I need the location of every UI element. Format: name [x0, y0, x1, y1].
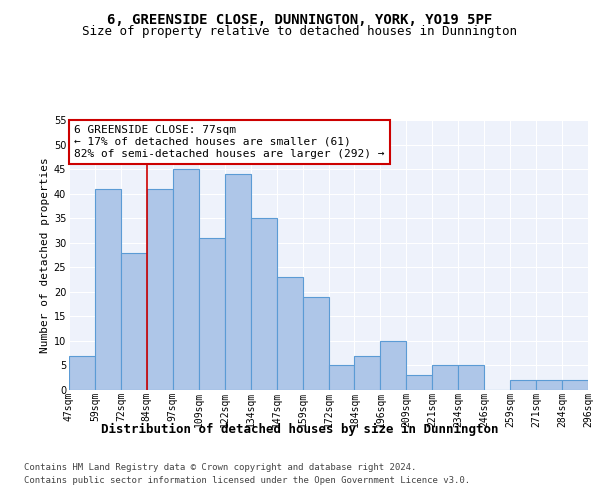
Bar	[510, 380, 536, 390]
Text: 6, GREENSIDE CLOSE, DUNNINGTON, YORK, YO19 5PF: 6, GREENSIDE CLOSE, DUNNINGTON, YORK, YO…	[107, 12, 493, 26]
Bar	[69, 356, 95, 390]
Text: Size of property relative to detached houses in Dunnington: Size of property relative to detached ho…	[83, 25, 517, 38]
Y-axis label: Number of detached properties: Number of detached properties	[40, 157, 50, 353]
Bar	[355, 356, 380, 390]
Bar	[380, 341, 406, 390]
Bar	[433, 366, 458, 390]
Bar	[277, 277, 302, 390]
Bar	[302, 296, 329, 390]
Bar	[536, 380, 562, 390]
Bar	[147, 188, 173, 390]
Bar	[225, 174, 251, 390]
Bar	[458, 366, 484, 390]
Text: 6 GREENSIDE CLOSE: 77sqm
← 17% of detached houses are smaller (61)
82% of semi-d: 6 GREENSIDE CLOSE: 77sqm ← 17% of detach…	[74, 126, 385, 158]
Text: Contains HM Land Registry data © Crown copyright and database right 2024.: Contains HM Land Registry data © Crown c…	[24, 462, 416, 471]
Text: Contains public sector information licensed under the Open Government Licence v3: Contains public sector information licen…	[24, 476, 470, 485]
Bar	[121, 252, 147, 390]
Bar	[251, 218, 277, 390]
Bar	[562, 380, 588, 390]
Bar	[173, 169, 199, 390]
Bar	[406, 376, 432, 390]
Bar	[329, 366, 355, 390]
Text: Distribution of detached houses by size in Dunnington: Distribution of detached houses by size …	[101, 422, 499, 436]
Bar	[95, 188, 121, 390]
Bar	[199, 238, 224, 390]
